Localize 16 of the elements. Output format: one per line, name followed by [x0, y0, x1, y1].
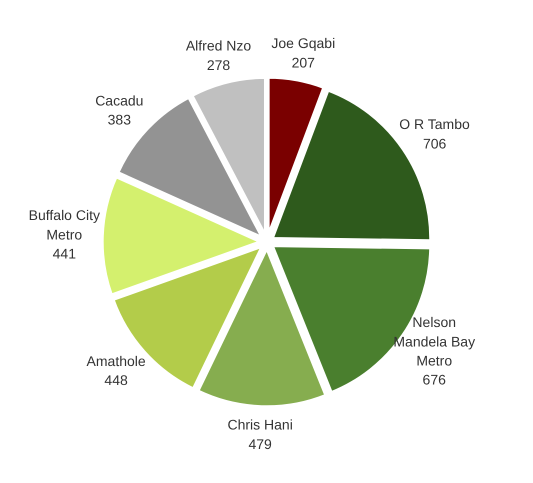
slice-label: Nelson Mandela Bay Metro — [393, 314, 476, 368]
slice-label: O R Tambo — [399, 116, 470, 132]
slice-label: Amathole — [86, 352, 146, 369]
data-label: 479 — [248, 436, 272, 452]
slice-label: Joe Gqabi — [271, 35, 336, 52]
slice-label: Alfred Nzo — [186, 38, 252, 54]
data-label: 383 — [108, 112, 132, 128]
data-label: 676 — [422, 372, 446, 388]
data-label: 278 — [206, 56, 230, 73]
data-label: 207 — [292, 54, 316, 70]
data-label: 448 — [104, 372, 128, 388]
data-label: 441 — [52, 246, 76, 262]
slice-label: Buffalo City Metro — [28, 207, 100, 242]
slice-label: Chris Hani — [227, 416, 293, 433]
slice-label: Cacadu — [95, 92, 144, 109]
data-label: 706 — [422, 135, 447, 152]
